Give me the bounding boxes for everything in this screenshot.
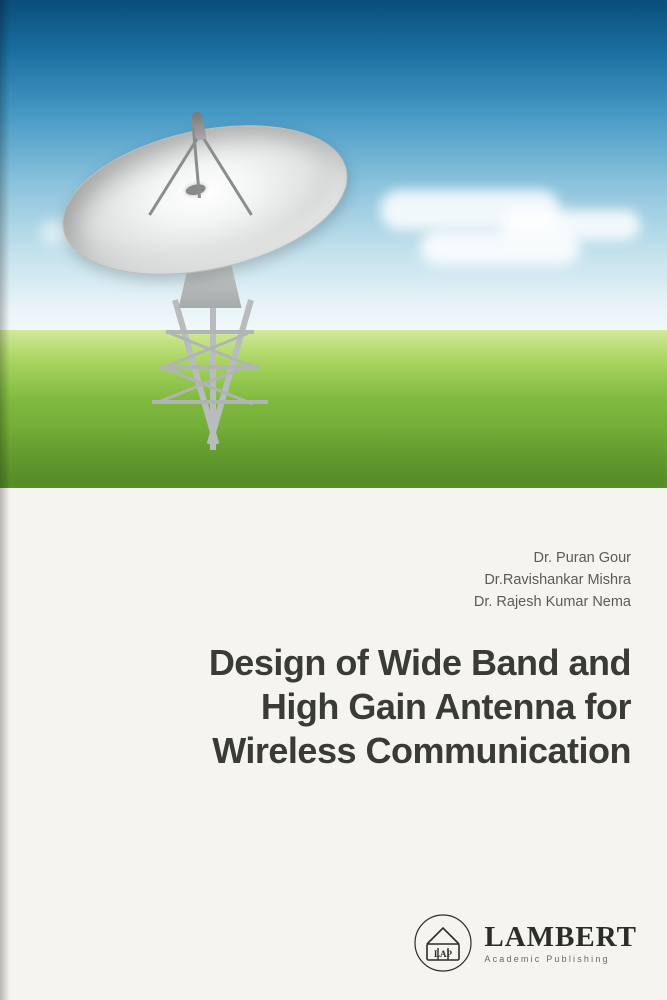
publisher-block: LAP LAMBERT Academic Publishing [414,914,637,972]
title-line: Design of Wide Band and [36,641,631,685]
satellite-dish-icon [40,130,380,450]
author-line: Dr. Puran Gour [36,548,631,570]
title-line: Wireless Communication [36,729,631,773]
publisher-text: LAMBERT Academic Publishing [484,923,637,964]
publisher-name: LAMBERT [484,923,637,952]
book-title: Design of Wide Band and High Gain Antenn… [36,641,631,773]
dish-tower [148,300,272,450]
author-line: Dr. Rajesh Kumar Nema [36,592,631,614]
spine-shadow [0,0,10,1000]
title-line: High Gain Antenna for [36,685,631,729]
hero-image [0,0,667,488]
authors-block: Dr. Puran Gour Dr.Ravishankar Mishra Dr.… [36,548,631,613]
cover-lower: Dr. Puran Gour Dr.Ravishankar Mishra Dr.… [0,488,667,1000]
publisher-logo-icon: LAP [414,914,472,972]
publisher-tagline: Academic Publishing [484,955,637,964]
author-line: Dr.Ravishankar Mishra [36,570,631,592]
logo-text: LAP [434,949,453,959]
book-cover: Dr. Puran Gour Dr.Ravishankar Mishra Dr.… [0,0,667,1000]
